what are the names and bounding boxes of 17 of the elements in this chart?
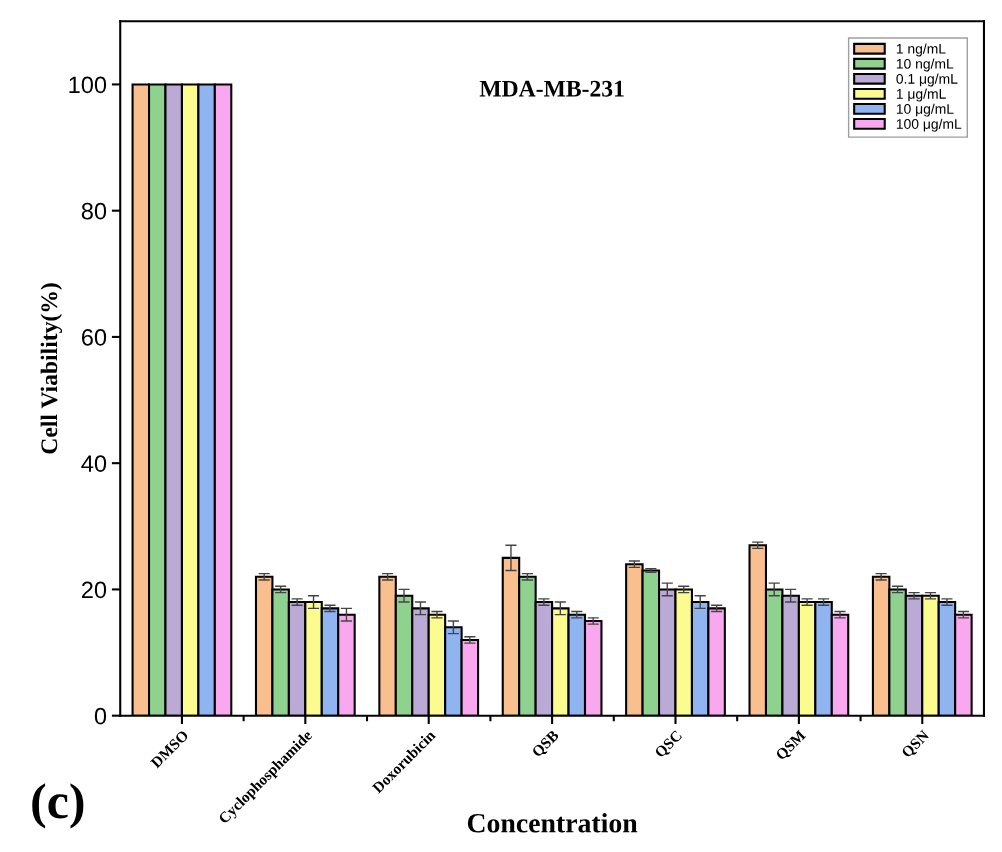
- y-axis-title: Cell Viability(%): [40, 283, 63, 454]
- text: (c): [32, 783, 84, 829]
- x-axis-title: Concentration: [467, 813, 638, 833]
- y-tick-label: 40: [81, 455, 107, 472]
- legend-label: 10 μg/mL: [896, 103, 954, 117]
- legend-label: 100 μg/mL: [896, 118, 962, 132]
- legend-label: 1 μg/mL: [896, 88, 946, 102]
- text: MDA-MB-231: [479, 80, 624, 97]
- legend-label: 10 ng/mL: [896, 58, 954, 72]
- y-tick-label: 0: [94, 707, 107, 725]
- legend-label: 0.1 μg/mL: [896, 73, 958, 87]
- y-tick-label: 60: [81, 329, 107, 346]
- y-tick-label: 80: [81, 202, 107, 220]
- legend-label: 1 ng/mL: [896, 43, 946, 57]
- x-tick-label: QSB: [531, 729, 562, 760]
- y-tick-label: 100: [69, 76, 107, 94]
- y-tick-label: 20: [81, 581, 107, 599]
